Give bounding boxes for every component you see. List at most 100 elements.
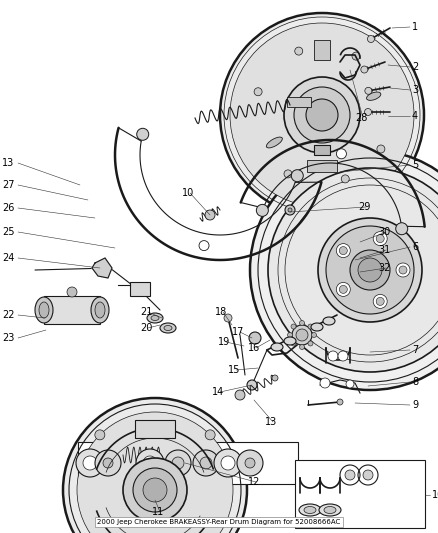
Text: 22: 22 — [2, 310, 14, 320]
Circle shape — [300, 320, 304, 326]
Circle shape — [95, 450, 121, 476]
Ellipse shape — [147, 313, 163, 323]
Circle shape — [336, 244, 350, 257]
Circle shape — [137, 128, 149, 140]
Circle shape — [345, 470, 355, 480]
Circle shape — [291, 341, 296, 346]
Ellipse shape — [299, 504, 321, 516]
Bar — [44, 296, 100, 324]
Text: 15: 15 — [228, 365, 240, 375]
Circle shape — [291, 324, 296, 329]
Text: 8: 8 — [412, 377, 418, 387]
Ellipse shape — [304, 506, 316, 513]
Circle shape — [235, 390, 245, 400]
Circle shape — [95, 430, 105, 440]
Circle shape — [365, 87, 372, 94]
Circle shape — [250, 150, 438, 390]
Text: 29: 29 — [358, 202, 371, 212]
Circle shape — [373, 232, 387, 246]
Circle shape — [336, 149, 346, 159]
Circle shape — [200, 457, 212, 469]
Circle shape — [320, 378, 330, 388]
Text: 14: 14 — [212, 387, 224, 397]
Bar — [287, 97, 311, 107]
Circle shape — [63, 398, 247, 533]
Circle shape — [199, 240, 209, 251]
Text: 13: 13 — [265, 417, 277, 427]
Circle shape — [256, 204, 268, 216]
Circle shape — [143, 478, 167, 502]
Circle shape — [296, 329, 308, 341]
Circle shape — [337, 399, 343, 405]
Ellipse shape — [35, 297, 53, 323]
Circle shape — [247, 380, 257, 390]
Circle shape — [67, 287, 77, 297]
Circle shape — [76, 449, 104, 477]
Bar — [135, 420, 175, 438]
Bar — [314, 40, 330, 60]
Circle shape — [193, 450, 219, 476]
Circle shape — [245, 458, 255, 468]
Ellipse shape — [164, 326, 172, 330]
Polygon shape — [92, 258, 112, 278]
Text: 7: 7 — [412, 345, 418, 355]
Text: 19: 19 — [218, 337, 230, 347]
Circle shape — [285, 205, 295, 215]
Bar — [130, 282, 150, 296]
Ellipse shape — [311, 323, 323, 331]
Circle shape — [328, 351, 338, 361]
Circle shape — [254, 88, 262, 96]
Circle shape — [295, 47, 303, 55]
Text: 1: 1 — [412, 22, 418, 32]
Circle shape — [308, 324, 313, 329]
Circle shape — [364, 109, 371, 116]
Circle shape — [363, 470, 373, 480]
Circle shape — [358, 258, 382, 282]
Ellipse shape — [95, 302, 105, 318]
Circle shape — [230, 23, 414, 207]
Text: 4: 4 — [412, 111, 418, 121]
Text: 2000 Jeep Cherokee BRAKEASSY-Rear Drum Diagram for 52008666AC: 2000 Jeep Cherokee BRAKEASSY-Rear Drum D… — [97, 519, 341, 525]
Circle shape — [346, 380, 354, 388]
Circle shape — [292, 325, 312, 345]
Text: 26: 26 — [2, 203, 14, 213]
Text: 9: 9 — [412, 400, 418, 410]
Circle shape — [294, 87, 350, 143]
Circle shape — [272, 375, 278, 381]
Circle shape — [350, 250, 390, 290]
Circle shape — [338, 351, 348, 361]
Ellipse shape — [271, 343, 283, 351]
Circle shape — [373, 294, 387, 309]
Circle shape — [220, 13, 424, 217]
Circle shape — [284, 77, 360, 153]
Circle shape — [143, 456, 157, 470]
Circle shape — [339, 285, 347, 293]
Circle shape — [396, 223, 408, 235]
Bar — [78, 442, 298, 484]
Circle shape — [300, 344, 304, 350]
Bar — [314, 145, 330, 155]
Text: 31: 31 — [378, 245, 390, 255]
Circle shape — [284, 170, 292, 178]
Circle shape — [165, 450, 191, 476]
Circle shape — [268, 168, 438, 372]
Text: 12: 12 — [248, 477, 260, 487]
Circle shape — [306, 99, 338, 131]
Text: 23: 23 — [2, 333, 14, 343]
Text: 10: 10 — [432, 490, 438, 500]
Circle shape — [133, 468, 177, 512]
Text: 18: 18 — [215, 307, 227, 317]
Circle shape — [237, 450, 263, 476]
Circle shape — [396, 263, 410, 277]
Bar — [307, 160, 337, 172]
Ellipse shape — [151, 316, 159, 320]
Text: 20: 20 — [140, 323, 152, 333]
Circle shape — [288, 208, 292, 212]
Text: 27: 27 — [2, 180, 14, 190]
Ellipse shape — [319, 504, 341, 516]
Ellipse shape — [91, 297, 109, 323]
Text: 13: 13 — [2, 158, 14, 168]
Circle shape — [221, 456, 235, 470]
Ellipse shape — [367, 92, 381, 100]
Circle shape — [172, 457, 184, 469]
